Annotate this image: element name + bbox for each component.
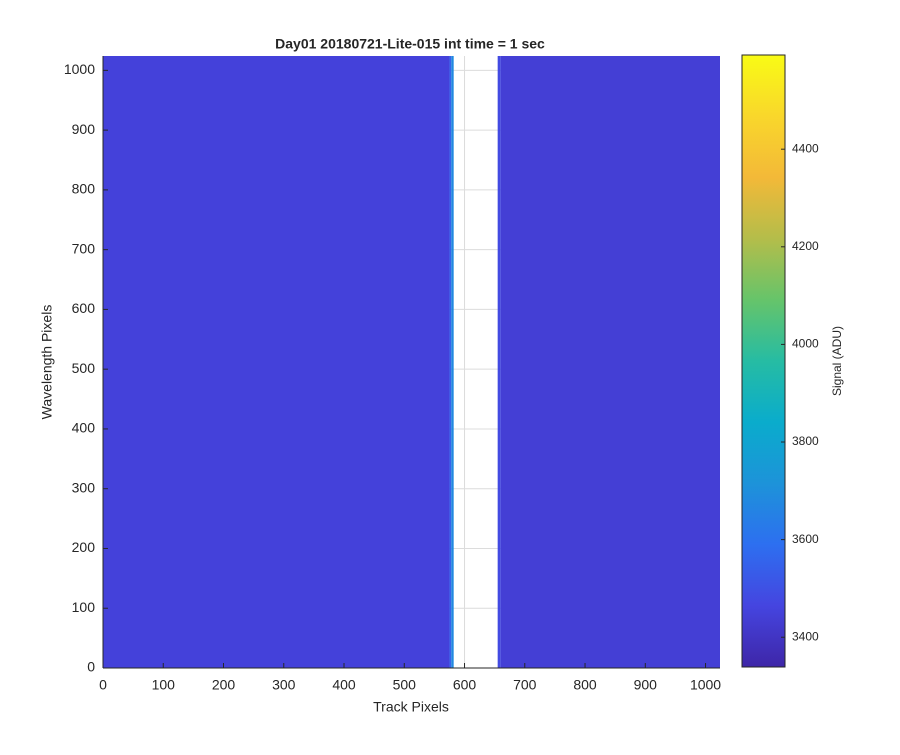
y-tick-label: 0 — [87, 659, 95, 675]
x-tick-label: 600 — [453, 677, 477, 693]
y-tick-label: 300 — [72, 479, 96, 495]
colorbar — [741, 54, 786, 668]
x-tick-label: 400 — [332, 677, 356, 693]
colorbar-tick-label: 4000 — [792, 337, 819, 351]
x-tick-label: 100 — [152, 677, 176, 693]
x-tick-label: 800 — [573, 677, 597, 693]
colorbar-tick-label: 4400 — [792, 141, 819, 155]
y-axis-label: Wavelength Pixels — [39, 305, 55, 420]
colorbar-tick-label: 3800 — [792, 434, 819, 448]
y-tick-label: 900 — [72, 121, 96, 137]
y-tick-label: 500 — [72, 360, 96, 376]
x-tick-label: 0 — [99, 677, 107, 693]
y-tick-label: 700 — [72, 240, 96, 256]
image-band — [103, 56, 450, 668]
y-tick-label: 200 — [72, 539, 96, 555]
y-tick-label: 800 — [72, 181, 96, 197]
colorbar-tick-label: 3400 — [792, 629, 819, 643]
x-tick-label: 900 — [634, 677, 658, 693]
image-band — [451, 56, 454, 668]
x-axis-label: Track Pixels — [373, 699, 449, 715]
image-band — [497, 56, 501, 668]
colorbar-label: Signal (ADU) — [830, 326, 844, 396]
x-tick-label: 700 — [513, 677, 537, 693]
y-tick-label: 600 — [72, 300, 96, 316]
chart-title: Day01 20180721-Lite-015 int time = 1 sec — [275, 36, 545, 52]
image-band — [500, 56, 720, 668]
y-tick-label: 400 — [72, 420, 96, 436]
image-band — [449, 56, 452, 668]
y-tick-label: 100 — [72, 599, 96, 615]
y-tick-label: 1000 — [64, 61, 95, 77]
colorbar-tick-label: 3600 — [792, 532, 819, 546]
x-tick-label: 1000 — [690, 677, 721, 693]
x-tick-label: 200 — [212, 677, 236, 693]
colorbar-tick-label: 4200 — [792, 239, 819, 253]
x-tick-label: 300 — [272, 677, 296, 693]
x-tick-label: 500 — [393, 677, 417, 693]
